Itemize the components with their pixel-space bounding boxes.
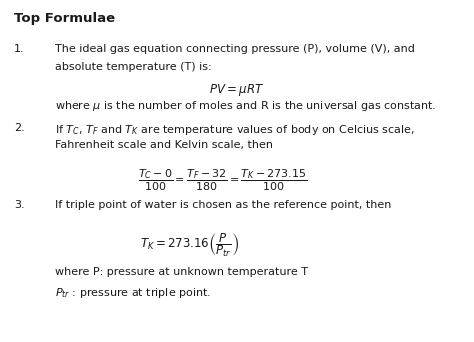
Text: 1.: 1. — [14, 44, 25, 54]
Text: $T_K = 273.16\left(\dfrac{P}{P_{tr}}\right)$: $T_K = 273.16\left(\dfrac{P}{P_{tr}}\rig… — [140, 231, 239, 259]
Text: Top Formulae: Top Formulae — [14, 12, 115, 25]
Text: $PV = \mu RT$: $PV = \mu RT$ — [210, 82, 264, 98]
Text: $\dfrac{T_C - 0}{100} = \dfrac{T_F - 32}{180} = \dfrac{T_K - 273.15}{100}$: $\dfrac{T_C - 0}{100} = \dfrac{T_F - 32}… — [138, 168, 308, 193]
Text: The ideal gas equation connecting pressure (P), volume (V), and: The ideal gas equation connecting pressu… — [55, 44, 414, 54]
Text: where $\mu$ is the number of moles and R is the universal gas constant.: where $\mu$ is the number of moles and R… — [55, 99, 436, 113]
Text: 2.: 2. — [14, 123, 25, 133]
Text: where P: pressure at unknown temperature T: where P: pressure at unknown temperature… — [55, 267, 308, 277]
Text: Fahrenheit scale and Kelvin scale, then: Fahrenheit scale and Kelvin scale, then — [55, 140, 273, 150]
Text: absolute temperature (T) is:: absolute temperature (T) is: — [55, 62, 211, 71]
Text: 3.: 3. — [14, 200, 25, 210]
Text: If $T_C$, $T_F$ and $T_K$ are temperature values of body on Celcius scale,: If $T_C$, $T_F$ and $T_K$ are temperatur… — [55, 123, 414, 137]
Text: If triple point of water is chosen as the reference point, then: If triple point of water is chosen as th… — [55, 200, 391, 210]
Text: $P_{tr}$ : pressure at triple point.: $P_{tr}$ : pressure at triple point. — [55, 286, 211, 300]
